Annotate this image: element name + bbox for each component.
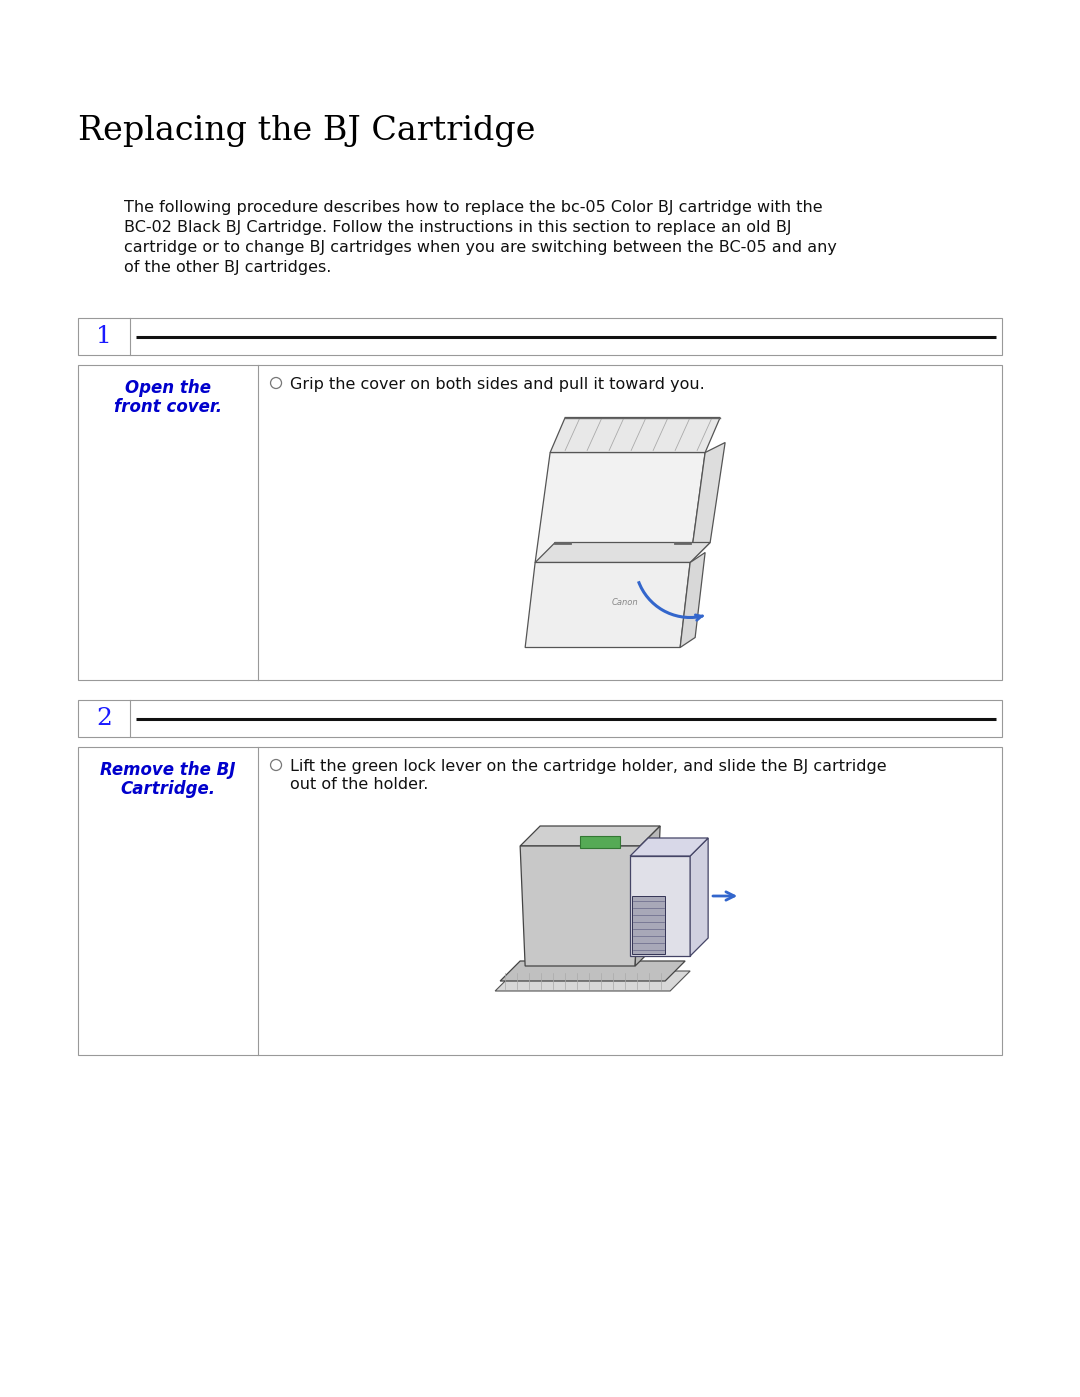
Text: Lift the green lock lever on the cartridge holder, and slide the BJ cartridge: Lift the green lock lever on the cartrid…: [291, 759, 887, 774]
Text: out of the holder.: out of the holder.: [291, 777, 429, 792]
Polygon shape: [521, 847, 640, 965]
Text: front cover.: front cover.: [113, 398, 222, 416]
Polygon shape: [635, 826, 660, 965]
Polygon shape: [495, 971, 690, 990]
Polygon shape: [680, 552, 705, 647]
Text: 2: 2: [96, 707, 111, 731]
Text: Cartridge.: Cartridge.: [120, 780, 215, 798]
Text: of the other BJ cartridges.: of the other BJ cartridges.: [124, 260, 332, 275]
Bar: [78, 365, 1002, 680]
Bar: [78, 700, 1002, 738]
Text: Canon: Canon: [612, 598, 638, 608]
Polygon shape: [550, 418, 720, 453]
Text: Grip the cover on both sides and pull it toward you.: Grip the cover on both sides and pull it…: [291, 377, 705, 393]
Text: Replacing the BJ Cartridge: Replacing the BJ Cartridge: [78, 115, 536, 147]
Polygon shape: [632, 895, 665, 954]
Text: The following procedure describes how to replace the bc-05 Color BJ cartridge wi: The following procedure describes how to…: [124, 200, 823, 215]
Polygon shape: [690, 443, 725, 563]
Polygon shape: [521, 826, 660, 847]
Bar: [78, 319, 1002, 355]
Polygon shape: [525, 563, 690, 647]
Text: Remove the BJ: Remove the BJ: [100, 761, 235, 780]
Polygon shape: [535, 542, 711, 563]
Polygon shape: [500, 961, 685, 981]
Text: 1: 1: [96, 326, 111, 348]
Polygon shape: [580, 835, 620, 848]
Text: Open the: Open the: [125, 379, 211, 397]
Text: cartridge or to change BJ cartridges when you are switching between the BC-05 an: cartridge or to change BJ cartridges whe…: [124, 240, 837, 256]
Text: BC-02 Black BJ Cartridge. Follow the instructions in this section to replace an : BC-02 Black BJ Cartridge. Follow the ins…: [124, 219, 792, 235]
Polygon shape: [535, 453, 705, 563]
Polygon shape: [630, 838, 708, 856]
Bar: [78, 747, 1002, 1055]
Polygon shape: [690, 838, 708, 956]
Polygon shape: [630, 856, 690, 956]
